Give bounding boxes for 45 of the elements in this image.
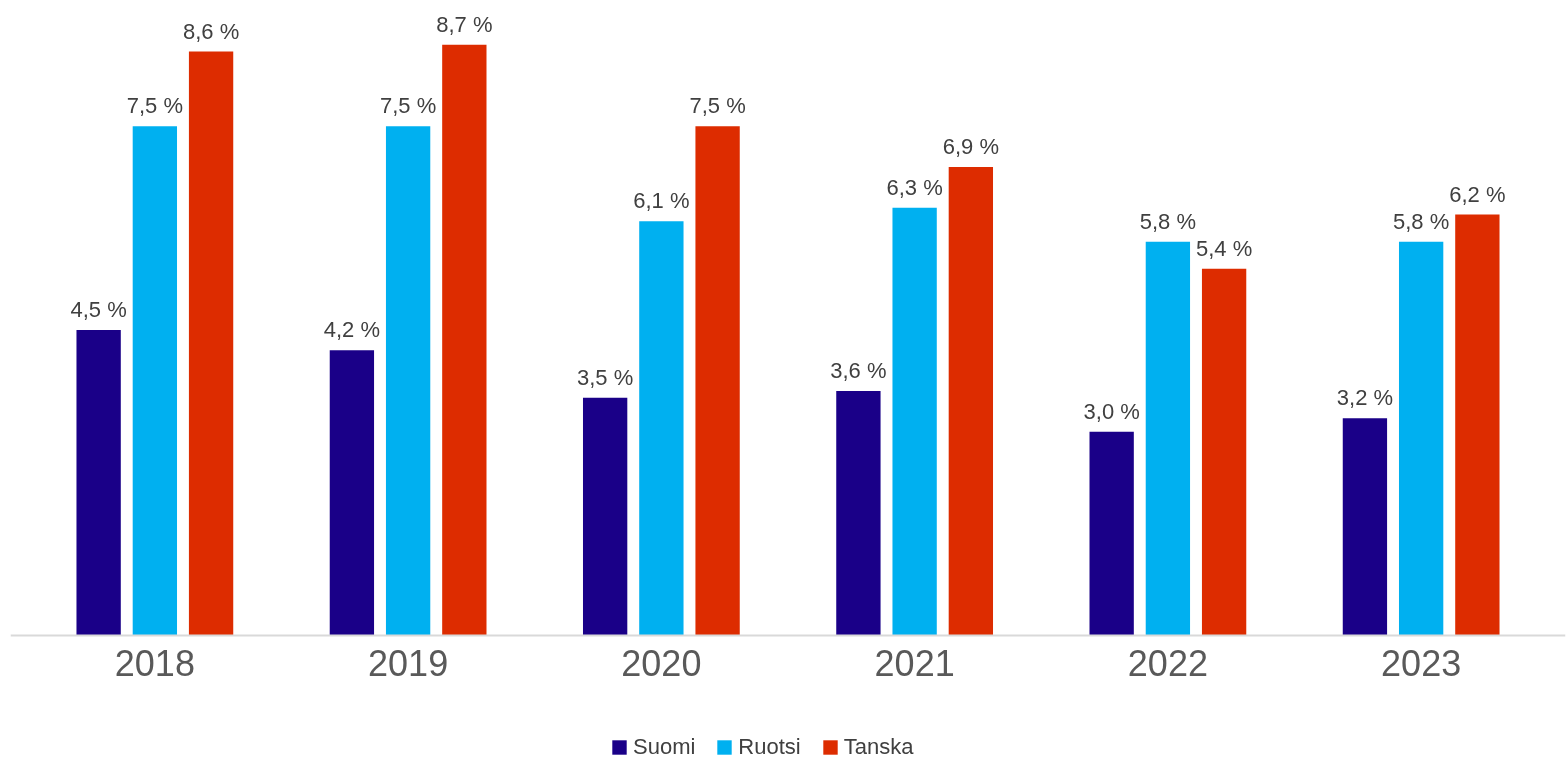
x-tick-label: 2020	[621, 642, 702, 684]
legend-label: Suomi	[633, 734, 696, 760]
data-label: 6,9 %	[942, 134, 999, 160]
data-label: 5,8 %	[1393, 208, 1450, 234]
data-label: 5,4 %	[1195, 235, 1253, 261]
data-label: 8,6 %	[182, 18, 240, 44]
legend-label: Tanska	[843, 734, 914, 760]
x-tick-label: 2018	[114, 642, 195, 684]
bar	[695, 126, 740, 636]
legend-label: Ruotsi	[738, 734, 801, 760]
data-label: 3,0 %	[1083, 398, 1140, 424]
bar	[639, 221, 684, 636]
data-label: 5,8 %	[1139, 208, 1197, 234]
bar	[76, 329, 121, 636]
bar	[836, 391, 881, 636]
bar	[1201, 268, 1247, 636]
bar	[188, 51, 234, 636]
data-label: 8,7 %	[436, 11, 493, 37]
x-tick-label: 2021	[874, 642, 955, 684]
data-label: 4,2 %	[323, 317, 381, 343]
data-label: 3,5 %	[577, 364, 634, 390]
x-tick-label: 2019	[368, 642, 449, 684]
data-label: 7,5 %	[689, 93, 746, 119]
bar	[385, 126, 431, 636]
data-label: 3,6 %	[830, 358, 887, 384]
x-tick-label: 2022	[1127, 642, 1208, 684]
data-label: 7,5 %	[379, 93, 437, 119]
bar	[582, 397, 628, 636]
bar	[442, 44, 487, 636]
bar	[1089, 431, 1134, 636]
bar	[1342, 418, 1388, 636]
bar	[948, 167, 994, 636]
bar	[329, 350, 375, 636]
bar	[1398, 241, 1444, 636]
bar	[892, 207, 937, 636]
data-label: 6,2 %	[1449, 181, 1506, 207]
x-tick-label: 2023	[1381, 642, 1462, 684]
data-label: 4,5 %	[70, 296, 127, 322]
bar	[1455, 214, 1500, 636]
data-label: 6,3 %	[886, 174, 943, 200]
bar	[1145, 241, 1191, 636]
data-label: 7,5 %	[126, 93, 183, 119]
bar	[132, 126, 178, 636]
data-label: 3,2 %	[1336, 385, 1394, 411]
data-label: 6,1 %	[633, 188, 690, 214]
